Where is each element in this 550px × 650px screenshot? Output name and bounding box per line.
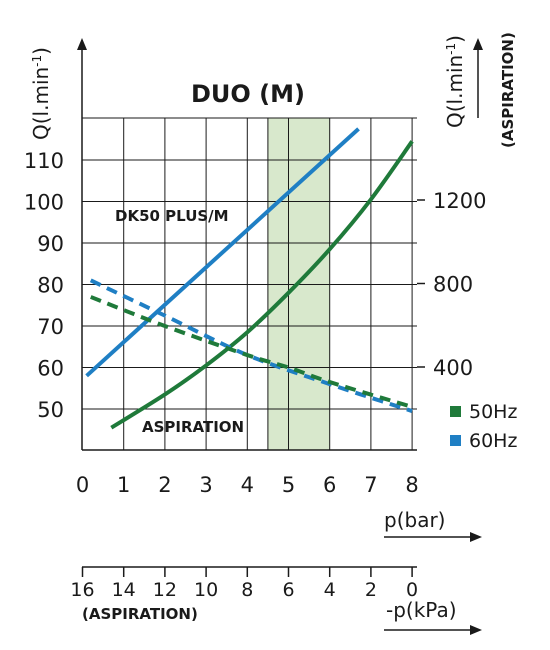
y-tick-label: 110 — [24, 149, 64, 173]
x-tick-label: 2 — [158, 473, 171, 497]
x2-tick-label: 0 — [406, 579, 418, 601]
x-tick-label: 1 — [117, 473, 130, 497]
y-tick-label: 50 — [37, 398, 64, 422]
legend-label-60hz: 60Hz — [469, 430, 517, 452]
x-axis-label: p(bar) — [384, 508, 445, 532]
x-tick-label: 7 — [364, 473, 377, 497]
x2-axis-label: -p(kPa) — [386, 598, 457, 622]
y-tick-label: 80 — [37, 274, 64, 298]
y-tick-label: 70 — [37, 315, 64, 339]
annotation-dk50: DK50 PLUS/M — [115, 207, 229, 225]
y2-tick-label: 800 — [433, 273, 473, 297]
x-tick-label: 3 — [199, 473, 212, 497]
series-layer — [85, 127, 414, 430]
x-tick-label: 5 — [282, 473, 295, 497]
annotation-aspiration: ASPIRATION — [142, 418, 244, 436]
x-tick-label: 8 — [405, 473, 418, 497]
x-tick-labels: 0 1 2 3 4 5 6 7 8 — [76, 473, 419, 497]
y-tick-labels: 50 60 70 80 90 100 110 — [24, 149, 64, 422]
y2-axis-sublabel: (ASPIRATION) — [499, 32, 517, 148]
series-1-solid-line — [110, 140, 414, 430]
y2-tick-labels: 400 800 1200 — [417, 189, 486, 380]
y2-axis-arrow — [473, 38, 483, 50]
x2-tick-label: 6 — [282, 579, 294, 601]
x2-tick-labels: 16 14 12 10 8 6 4 2 0 — [70, 567, 418, 601]
legend-swatch-50hz — [450, 406, 461, 417]
x2-tick-label: 4 — [324, 579, 336, 601]
y-tick-label: 60 — [37, 357, 64, 381]
x-tick-label: 4 — [241, 473, 254, 497]
x2-tick-label: 8 — [241, 579, 253, 601]
grid — [82, 117, 417, 450]
x2-tick-label: 12 — [153, 579, 177, 601]
series-3-dashed-line — [90, 295, 413, 409]
x2-tick-label: 2 — [365, 579, 377, 601]
y2-tick-label: 1200 — [433, 189, 486, 213]
y2-tick-label: 400 — [433, 356, 473, 380]
x-tick-label: 6 — [323, 473, 336, 497]
y2-axis-label: Q(l.min-1) — [443, 35, 467, 128]
x-axis-arrow — [470, 532, 482, 542]
y-tick-label: 100 — [24, 191, 64, 215]
x2-tick-label: 10 — [194, 579, 218, 601]
y-axis-label: Q(l.min-1) — [29, 47, 53, 140]
y-axis-arrow — [77, 38, 87, 50]
x2-axis-arrow — [470, 625, 482, 635]
chart-title: DUO (M) — [191, 80, 305, 108]
legend-swatch-60hz — [450, 435, 461, 446]
x2-tick-label: 14 — [112, 579, 136, 601]
x-tick-label: 0 — [76, 473, 89, 497]
x2-tick-label: 16 — [70, 579, 94, 601]
y-tick-label: 90 — [37, 232, 64, 256]
series-2-dashed-line — [89, 278, 413, 413]
series-0-solid-line — [85, 127, 360, 378]
x2-axis-sublabel: (ASPIRATION) — [82, 605, 198, 623]
legend-label-50hz: 50Hz — [469, 401, 517, 423]
